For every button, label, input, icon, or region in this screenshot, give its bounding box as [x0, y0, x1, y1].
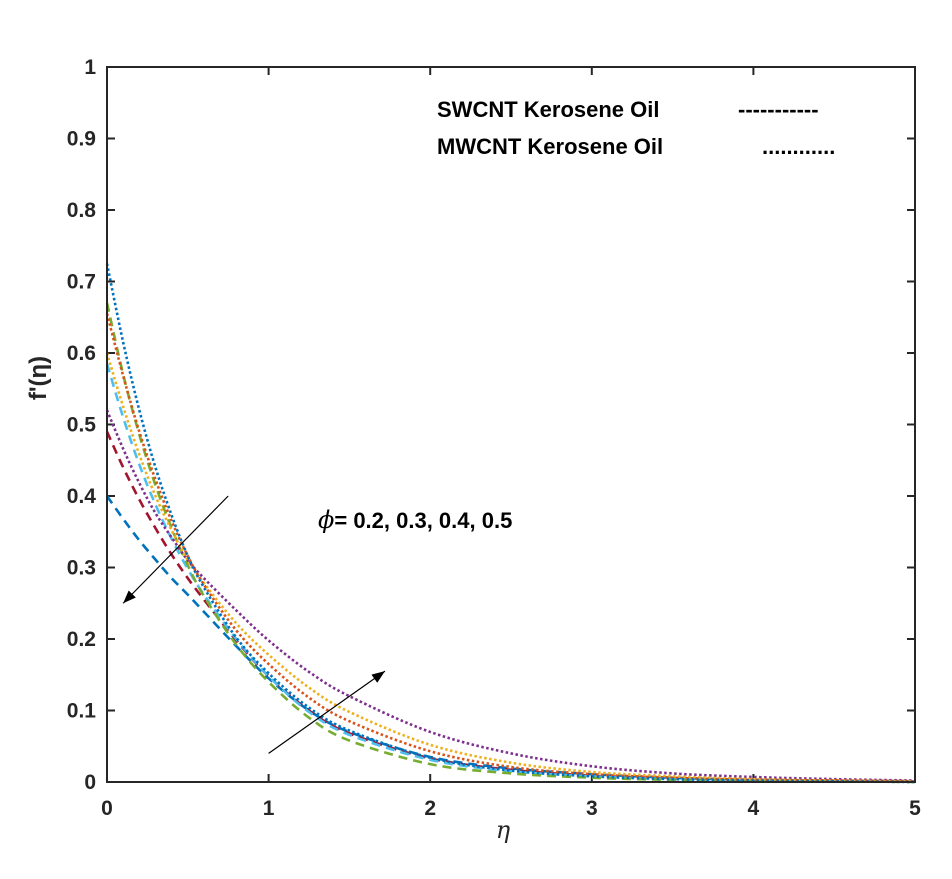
legend-label-swcnt: SWCNT Kerosene Oil: [437, 97, 659, 122]
phi-symbol: ϕ: [318, 506, 334, 534]
phi-values: = 0.2, 0.3, 0.4, 0.5: [334, 508, 512, 533]
swcnt-series-line-3: [105, 363, 916, 783]
y-tick-label: 0.8: [67, 199, 97, 222]
y-tick-label: 0.1: [67, 700, 97, 723]
legend: SWCNT Kerosene Oil ----------- MWCNT Ker…: [437, 97, 835, 159]
y-axis-label: f'(η): [25, 356, 52, 400]
legend-sample-mwcnt: ............: [762, 134, 835, 159]
y-tick-label: 0.5: [67, 414, 97, 437]
y-tick-label: 0.6: [67, 342, 96, 365]
mwcnt-series-line-4: [105, 263, 916, 784]
mwcnt-series-line-2: [105, 352, 916, 783]
mwcnt-series-line-1: [105, 409, 916, 782]
series-layer: [105, 263, 916, 784]
tick-labels: 0 1 2 3 4 5 0 0.1 0.2 0.3 0.4 0.5 0.6 0.7 0.8 0.9 1: [67, 56, 921, 820]
x-tick-label: 3: [586, 797, 598, 820]
swcnt-series-line-4: [105, 302, 916, 784]
arrow-line-2: [268, 670, 386, 754]
legend-sample-swcnt: -----------: [738, 97, 819, 122]
arrow-line-1: [122, 495, 229, 604]
x-tick-label: 0: [101, 797, 113, 820]
y-tick-label: 0.4: [67, 485, 97, 508]
axis-ticks: [106, 66, 916, 783]
x-tick-label: 2: [424, 797, 436, 820]
y-tick-label: 0: [84, 771, 96, 794]
arrow-head-2: [371, 671, 385, 683]
y-tick-label: 0.3: [67, 557, 96, 580]
x-tick-label: 1: [263, 797, 275, 820]
swcnt-series-line-2: [105, 431, 916, 783]
mwcnt-series-line-3: [105, 313, 916, 783]
y-tick-label: 1: [84, 56, 96, 79]
y-tick-label: 0.9: [67, 128, 96, 151]
y-tick-label: 0.7: [67, 271, 96, 294]
x-axis-label: η: [496, 816, 511, 844]
swcnt-series-line-1: [105, 495, 916, 783]
phi-annotation: ϕ= 0.2, 0.3, 0.4, 0.5: [318, 506, 512, 534]
x-tick-label: 5: [909, 797, 921, 820]
legend-label-mwcnt: MWCNT Kerosene Oil: [437, 134, 663, 159]
arrow-head-1: [123, 590, 136, 604]
phi-annotation-text: ϕ= 0.2, 0.3, 0.4, 0.5: [318, 506, 512, 534]
x-tick-label: 4: [748, 797, 760, 820]
plot-frame: [106, 66, 916, 783]
y-tick-label: 0.2: [67, 628, 96, 651]
arrows-layer: [122, 495, 386, 754]
